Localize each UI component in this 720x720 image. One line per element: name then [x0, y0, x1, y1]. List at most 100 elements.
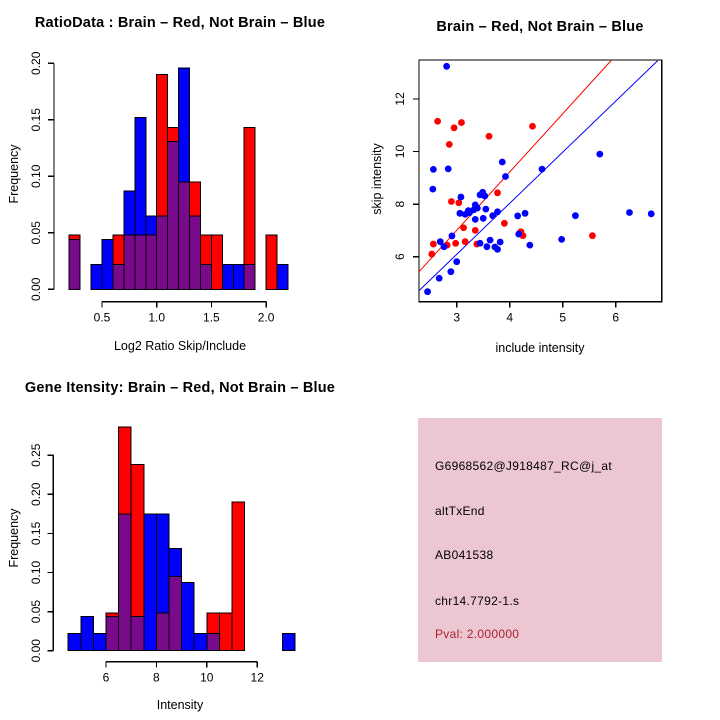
hist-bar-overlap: [118, 513, 132, 652]
x-tick-label: 1.5: [203, 311, 220, 325]
scatter-point-blue: [596, 150, 604, 158]
scatter-point-blue: [494, 208, 501, 216]
scatter-point-blue: [466, 209, 473, 217]
hist-bar-overlap: [134, 234, 147, 290]
scatter-point-red: [471, 227, 479, 234]
scatter-point-red: [485, 132, 493, 140]
scatter-point-blue: [456, 209, 464, 217]
scatter-point-blue: [498, 158, 506, 166]
ratio-histogram-ylabel: Frequency: [7, 144, 21, 204]
y-tick-label: 0.00: [29, 639, 43, 663]
hist-bar-overlap: [189, 215, 201, 290]
gene-histogram-plot: 0.00 0.05 0.10 0.15 0.20 0.25 6 8 10 12: [29, 426, 296, 685]
hist-bar-overlap: [105, 615, 120, 652]
hist-bar-overlap: [123, 234, 136, 290]
hist-bar-overlap: [206, 632, 220, 652]
hist-bar-blue: [181, 582, 195, 652]
scatter-point-blue: [429, 185, 437, 193]
hist-bar-overlap: [130, 615, 145, 652]
hist-bar-blue: [101, 239, 114, 290]
scatter-point-blue: [482, 205, 490, 213]
scatter-point-blue: [444, 165, 452, 173]
scatter-point-red: [452, 239, 460, 247]
scatter-point-red: [494, 189, 501, 197]
scatter-point-red: [455, 199, 463, 207]
ratio-histogram-xlabel: Log2 Ratio Skip/Include: [113, 339, 247, 353]
y-tick-label: 0.15: [29, 108, 43, 132]
hist-bar-red: [210, 234, 223, 290]
hist-bar-overlap: [199, 263, 212, 290]
scatter-point-blue: [626, 209, 633, 216]
x-tick-label: 3: [453, 311, 460, 325]
scatter-point-red: [460, 224, 467, 232]
scatter-point-blue: [479, 188, 487, 196]
ratio-histogram-plot: 0.00 0.05 0.10 0.15 0.20 0.5 1.0 1.5 2.0: [29, 51, 289, 325]
scatter-point-blue: [502, 173, 509, 180]
x-tick-label: 6: [612, 311, 619, 325]
x-tick-label: 6: [103, 671, 110, 685]
scatter-point-blue: [448, 232, 456, 240]
y-tick-label: 0.20: [29, 482, 43, 506]
y-tick-label: 6: [393, 253, 407, 260]
scatter-point-blue: [494, 245, 501, 253]
y-tick-label: 0.10: [29, 164, 43, 188]
scatter-xlabel: include intensity: [495, 341, 585, 355]
scatter-point-blue: [479, 214, 487, 222]
y-tick-label: 0.05: [29, 600, 43, 624]
hist-bar-blue: [143, 513, 157, 652]
scatter-point-blue: [429, 165, 437, 173]
splice-type-text: altTxEnd: [435, 504, 485, 518]
plot-box: [418, 59, 663, 303]
x-tick-label: 1.0: [148, 311, 165, 325]
scatter-point-blue: [515, 230, 523, 238]
intensity-scatter-plot: 3 4 5 6 6 8 10 12: [393, 59, 663, 325]
scatter-point-blue: [483, 243, 491, 251]
x-tick-label: 12: [251, 671, 265, 685]
scatter-point-red: [458, 119, 465, 126]
scatter-point-red: [429, 240, 437, 248]
y-tick-label: 8: [393, 200, 407, 207]
scatter-point-red: [450, 124, 458, 132]
hist-bar-overlap: [168, 575, 183, 652]
hist-bar-red: [218, 612, 233, 652]
hist-bar-blue: [80, 615, 94, 652]
scatter-point-blue: [443, 62, 451, 70]
hist-bar-blue: [281, 632, 296, 652]
scatter-point-blue: [572, 212, 579, 220]
scatter-point-blue: [447, 268, 455, 276]
scatter-point-red: [588, 232, 596, 240]
x-tick-label: 0.5: [94, 311, 111, 325]
scatter-point-blue: [436, 238, 444, 246]
ratio-histogram-title: RatioData : Brain – Red, Not Brain – Blu…: [34, 15, 326, 31]
scatter-point-blue: [457, 193, 465, 201]
pval-text: Pval: 2.000000: [435, 627, 520, 641]
x-tick-label: 10: [200, 671, 214, 685]
scatter-point-blue: [514, 212, 522, 220]
hist-bar-blue: [90, 263, 103, 290]
y-tick-label: 0.20: [29, 51, 43, 75]
x-tick-label: 8: [153, 671, 160, 685]
hist-bar-overlap: [243, 263, 256, 290]
hist-bar-overlap: [145, 234, 158, 290]
y-tick-label: 0.10: [29, 560, 43, 584]
hist-bar-blue: [193, 632, 208, 652]
hist-bar-overlap: [167, 140, 180, 290]
hist-bar-red: [265, 234, 278, 290]
scatter-point-red: [434, 117, 442, 125]
scatter-point-blue: [647, 210, 655, 218]
probe-id-text: G6968562@J918487_RC@j_at: [435, 459, 613, 473]
y-tick-label: 0.25: [29, 443, 43, 467]
scatter-point-blue: [453, 258, 461, 266]
hist-bar-overlap: [112, 263, 125, 290]
gene-histogram-ylabel: Frequency: [7, 508, 21, 568]
scatter-point-blue: [476, 239, 484, 247]
hist-bar-overlap: [156, 215, 169, 290]
scatter-point-blue: [538, 165, 546, 173]
hist-bar-blue: [92, 632, 107, 652]
gene-histogram-xlabel: Intensity: [156, 698, 204, 712]
probe-info-box: G6968562@J918487_RC@j_at altTxEnd AB0415…: [418, 418, 662, 662]
x-tick-label: 4: [506, 311, 513, 325]
scatter-point-blue: [521, 209, 529, 217]
y-tick-label: 0.05: [29, 221, 43, 245]
